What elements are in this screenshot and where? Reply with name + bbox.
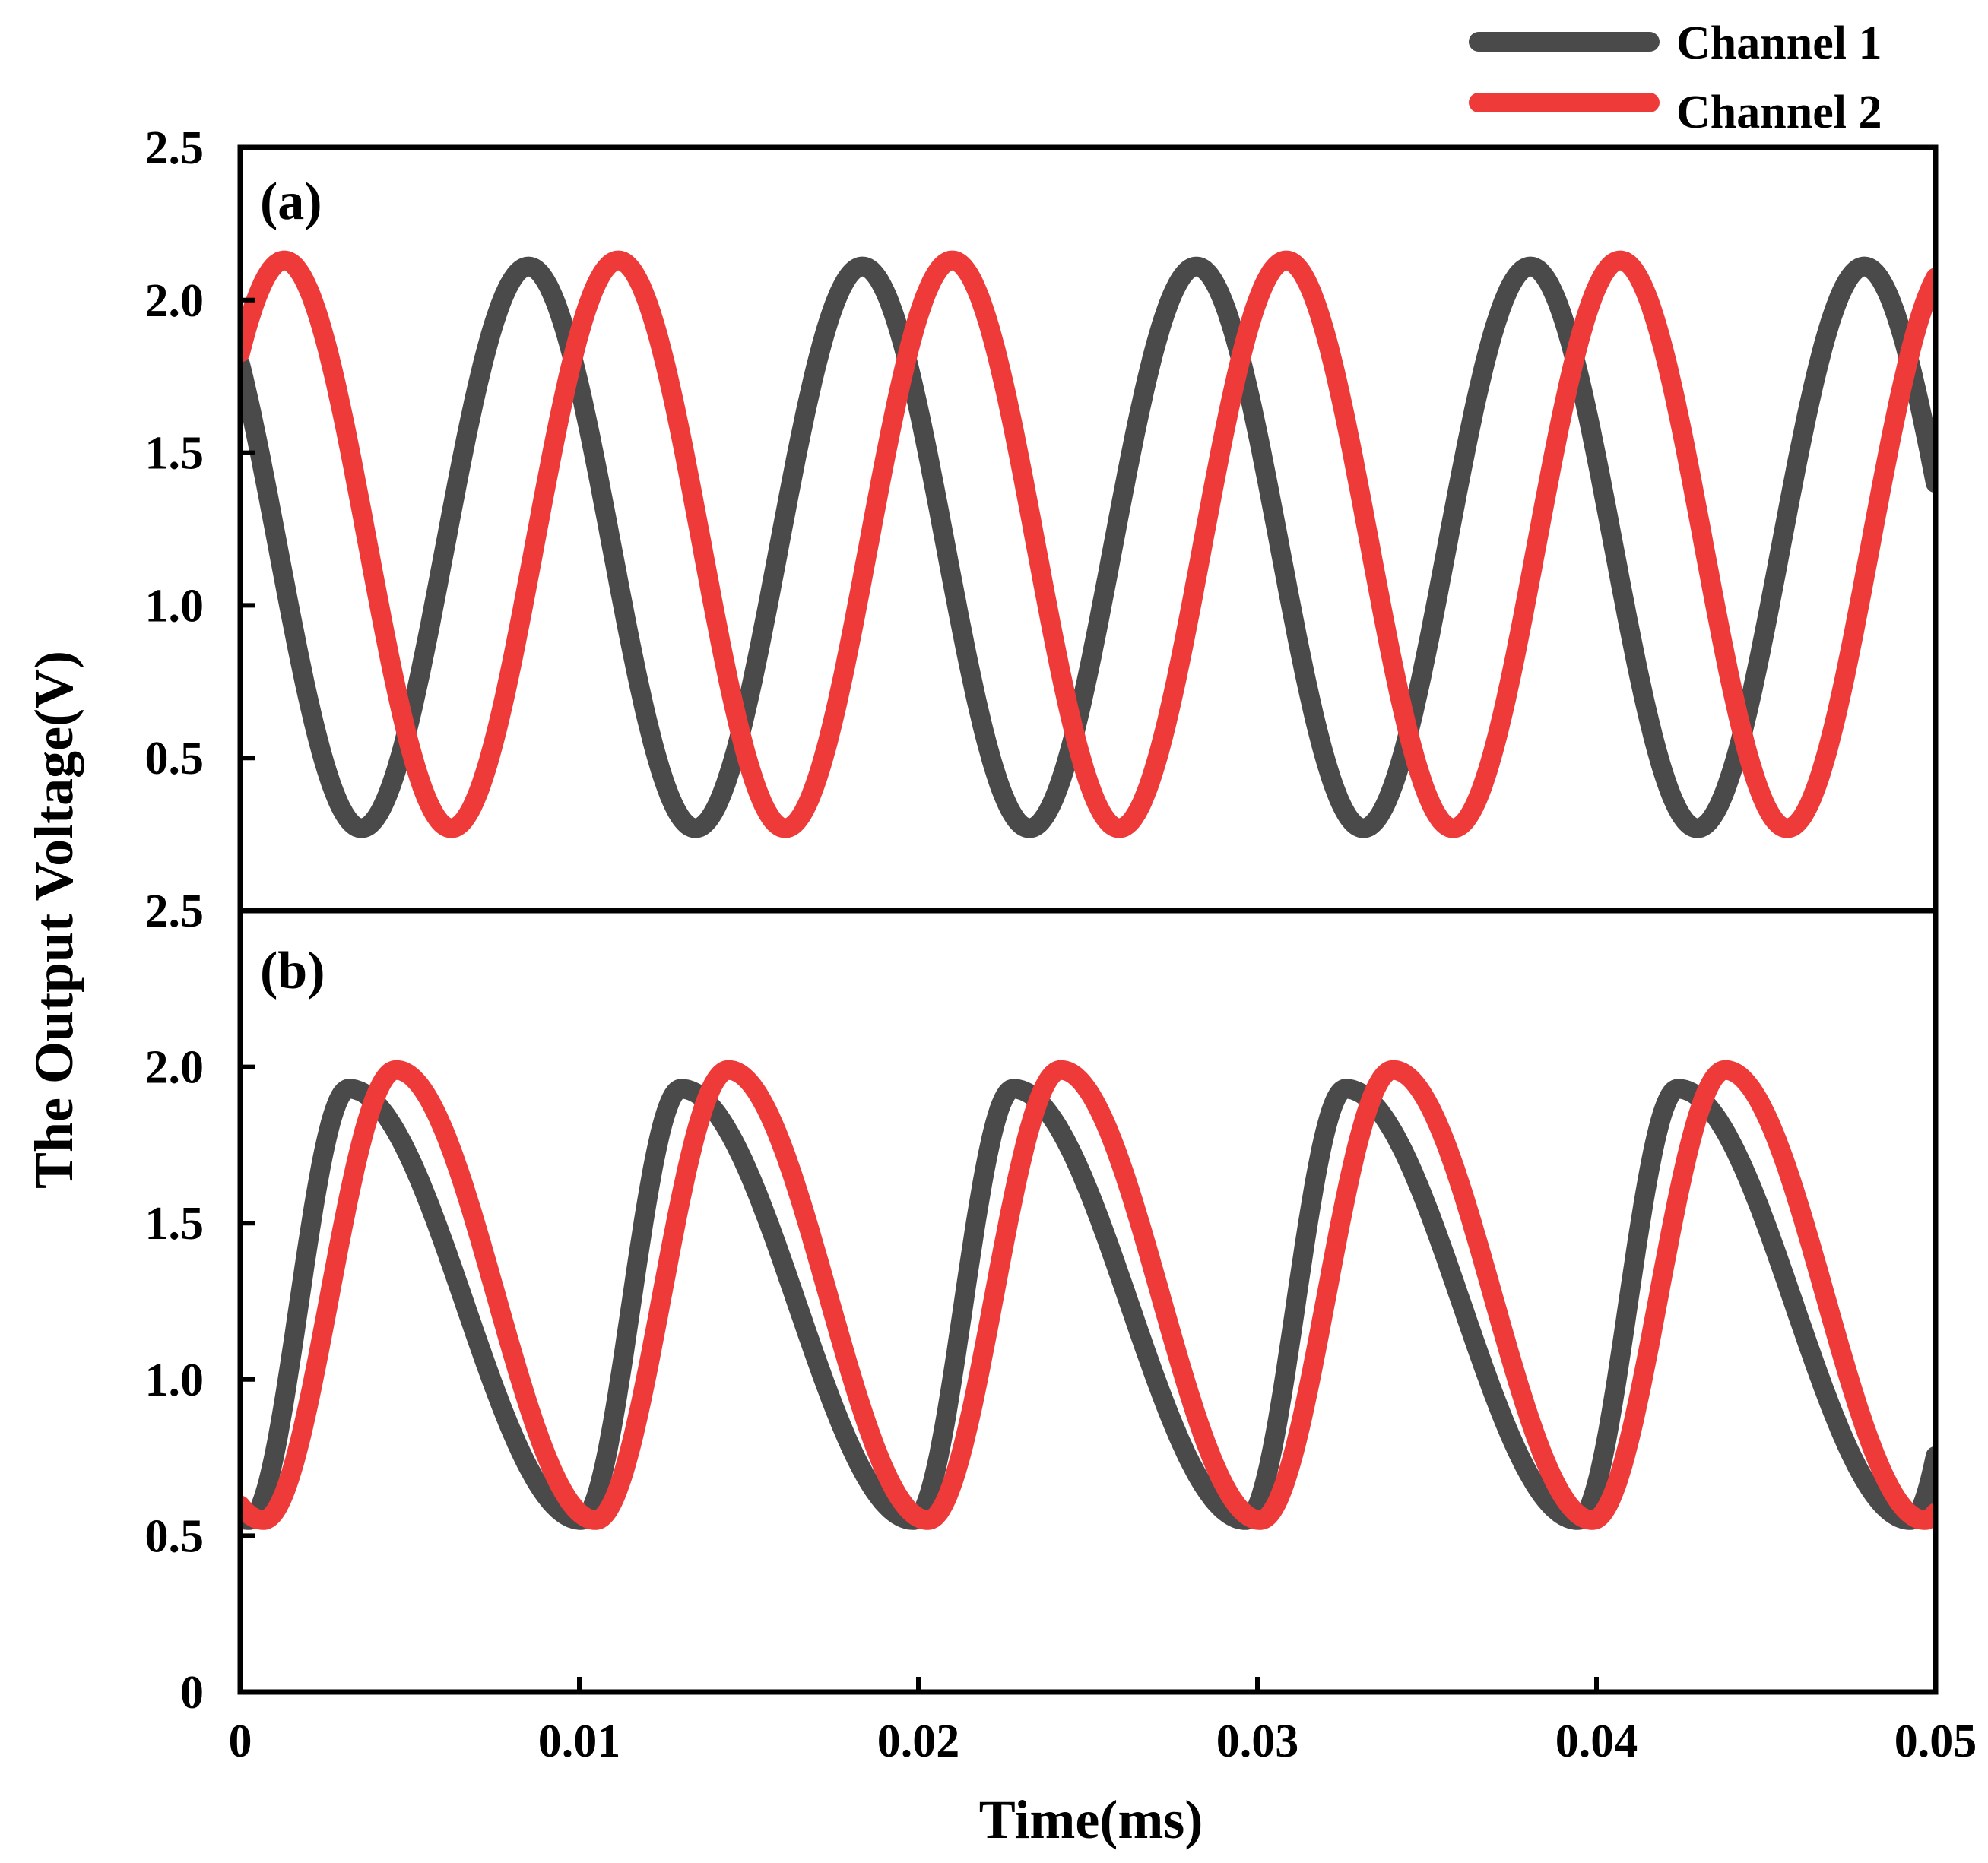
- panel-a-y-tick-label: 2.5: [145, 122, 205, 174]
- panel-a: 0.5 1.0 1.5 2.0 2.5 (a): [145, 122, 1939, 914]
- panel-b-series-1-line: [240, 1079, 1936, 1530]
- panel-b-series-2-line: [240, 1060, 1936, 1530]
- panel-a-series-1-line: [240, 256, 1936, 838]
- panel-a-y-tick-label: 1.5: [145, 428, 205, 480]
- panel-b-x-tick-label: 0.01: [538, 1716, 621, 1767]
- legend: Channel 1 Channel 2: [1469, 17, 1882, 138]
- panel-b-x-tick-label: 0: [229, 1716, 252, 1767]
- panel-b-y-tick-label: 0: [180, 1667, 204, 1719]
- panel-b-x-tick-label: 0.04: [1555, 1716, 1638, 1767]
- panel-a-label: (a): [260, 173, 322, 231]
- panel-b-y-tick-label: 2.5: [145, 886, 205, 937]
- panel-a-y-axis: 0.5 1.0 1.5 2.0 2.5: [145, 122, 255, 784]
- panel-b-x-tick-label: 0.02: [877, 1716, 960, 1767]
- panel-b-y-tick-label: 0.5: [145, 1510, 205, 1562]
- panel-b-x-tick-label: 0.03: [1216, 1716, 1299, 1767]
- panel-a-series-2-line: [240, 250, 1936, 838]
- panel-a-y-tick-label: 1.0: [145, 580, 205, 632]
- panel-b-y-axis: 0 0.5 1.0 1.5 2.0 2.5: [145, 886, 255, 1719]
- legend-label-channel-1: Channel 1: [1676, 17, 1882, 69]
- panel-b-x-tick-label: 0.05: [1894, 1716, 1977, 1767]
- panel-b-x-axis: 0 0.01 0.02 0.03 0.04 0.05: [229, 1677, 1977, 1767]
- panel-b-plot-area: [240, 1060, 1936, 1530]
- panel-b-y-tick-label: 2.0: [145, 1042, 205, 1094]
- panel-a-y-tick-label: 0.5: [145, 733, 205, 784]
- panel-a-plot-area: [240, 250, 1936, 838]
- panel-b-label: (b): [260, 942, 325, 1000]
- panel-b: 0 0.5 1.0 1.5 2.0 2.5 0 0.01 0.02 0.03 0.04 0.05 (…: [145, 886, 1977, 1767]
- y-axis-title: The Output Voltage(V): [24, 651, 84, 1189]
- panel-b-frame: [237, 908, 1939, 1695]
- panel-b-y-tick-label: 1.5: [145, 1198, 205, 1250]
- panel-b-y-tick-label: 1.0: [145, 1354, 205, 1406]
- legend-label-channel-2: Channel 2: [1676, 87, 1882, 138]
- panel-a-y-tick-label: 2.0: [145, 275, 205, 327]
- x-axis-title: Time(ms): [979, 1789, 1203, 1850]
